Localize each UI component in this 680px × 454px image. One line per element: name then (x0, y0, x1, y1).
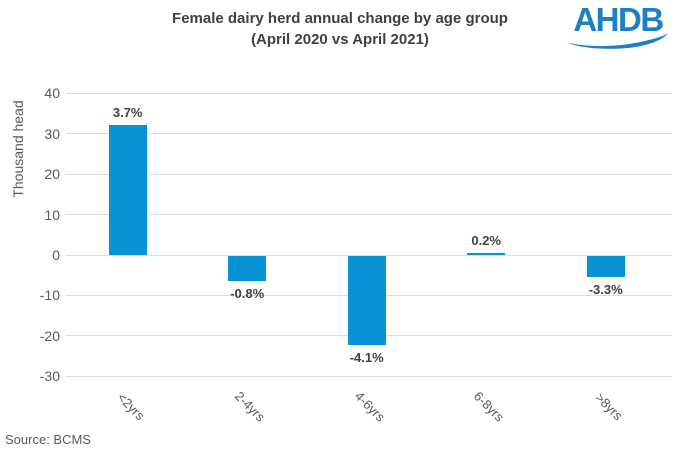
ahdb-logo-wave-icon (568, 33, 668, 49)
gridline-40 (66, 92, 672, 94)
bar-6-8yrs (467, 252, 506, 255)
ahdb-logo: AHDB (568, 1, 668, 49)
chart-title-line1: Female dairy herd annual change by age g… (172, 10, 508, 27)
y-tick-label: 20 (44, 166, 60, 183)
gridline--30 (66, 375, 672, 377)
gridline-10 (66, 214, 672, 216)
gridline-20 (66, 173, 672, 175)
y-tick-label: -10 (39, 287, 60, 304)
y-tick-label: 0 (52, 247, 60, 263)
x-tick-label: 4-6yrs (351, 388, 388, 425)
gridline-30 (66, 133, 672, 135)
value-label: -0.8% (230, 285, 265, 301)
x-tick-label: 6-8yrs (471, 388, 508, 425)
bar-2-4yrs (228, 255, 267, 281)
y-tick-label: 40 (44, 85, 60, 102)
source-note: Source: BCMS (5, 432, 91, 447)
value-label: 0.2% (471, 232, 501, 248)
ahdb-logo-text: AHDB (573, 1, 664, 38)
y-tick-label: 10 (44, 206, 60, 223)
y-tick-label: -20 (39, 327, 60, 344)
value-label: -3.3% (588, 281, 623, 297)
y-tick-label: 30 (44, 125, 60, 142)
chart-title: Female dairy herd annual change by age g… (0, 8, 680, 50)
bar-4-6yrs (347, 255, 386, 345)
bar->8yrs (586, 255, 625, 277)
x-tick-label: 2-4yrs (232, 388, 269, 425)
y-tick-label: -30 (39, 368, 60, 385)
y-axis-title: Thousand head (10, 100, 26, 198)
bar-<2yrs (108, 124, 147, 255)
gridline-0 (66, 254, 672, 256)
chart-title-line2: (April 2020 vs April 2021) (251, 31, 429, 48)
x-tick-label: <2yrs (114, 389, 148, 424)
x-tick-label: >8yrs (592, 389, 626, 424)
value-label: -4.1% (349, 349, 384, 365)
value-label: 3.7% (112, 104, 143, 120)
